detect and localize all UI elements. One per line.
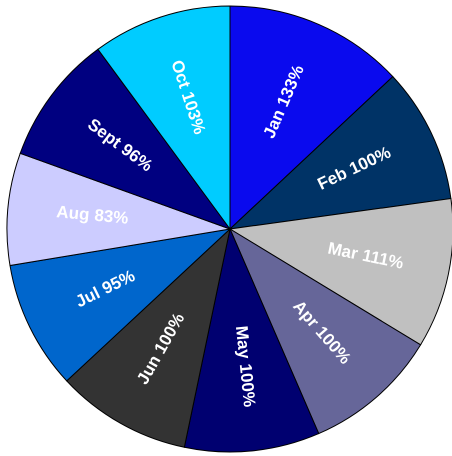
pie-slice [9,228,232,382]
pie-slice [66,227,231,448]
pie-slice [228,75,452,230]
pie-slice [183,227,320,453]
pie-slice [19,48,232,231]
slice-label: May 100% [231,325,258,408]
pie-slice [6,152,232,267]
pie-slice [229,5,394,231]
slice-label: Aug 83% [56,203,130,228]
slice-value-label: 83% [94,206,130,228]
pie-slice [97,5,231,231]
slice-value-label: 100% [235,363,258,408]
slice-category: May [231,325,253,360]
pie-slice [228,227,422,435]
slice-category: Aug [56,203,91,225]
